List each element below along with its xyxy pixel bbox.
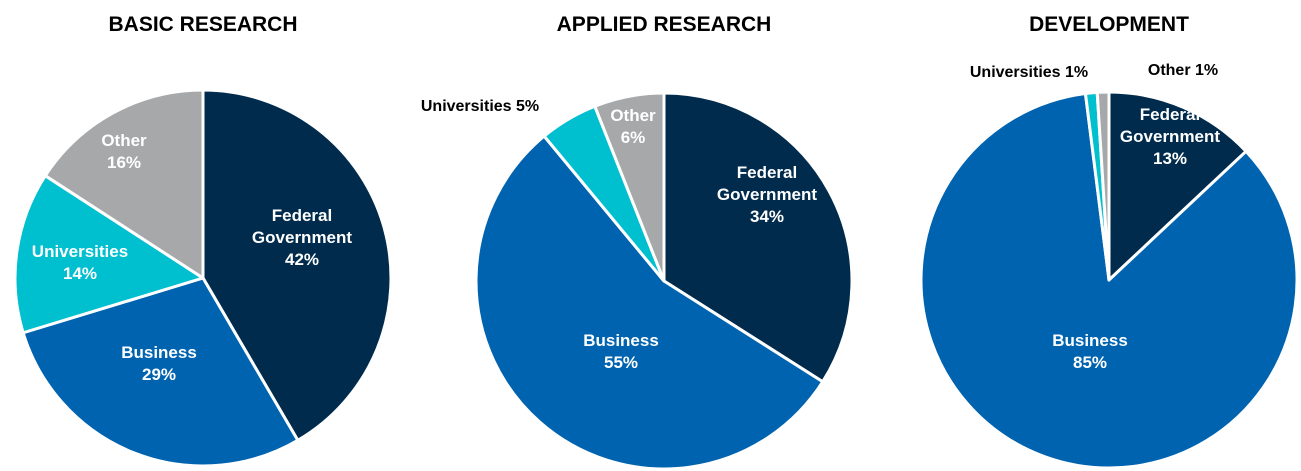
pie-slice-other <box>593 91 666 283</box>
pie-chart-basic-research: BASIC RESEARCH Federal Government 42% Busine… <box>13 13 393 468</box>
slice-label-other: Other 16% <box>101 131 147 172</box>
pie-slice-other-1 <box>1095 90 1111 282</box>
slice-label-business: Business 85% <box>1052 331 1128 372</box>
slice-label-business: Business 55% <box>583 331 659 372</box>
pie-slice-business <box>21 276 300 468</box>
pie-slice-federal <box>1107 90 1248 282</box>
slice-label-universities-1: Universities 1% <box>970 64 1088 81</box>
pie-chart-development: DEVELOPMENT Federal Government 13% Business 8… <box>919 13 1299 470</box>
pie-chart-applied-research: APPLIED RESEARCH Federal Government 34% Busi… <box>421 13 854 471</box>
chart-title: DEVELOPMENT <box>1029 13 1189 36</box>
pie-slice-business <box>474 134 825 471</box>
pie-slice-federal <box>201 88 393 442</box>
slice-label-other: Other 6% <box>610 106 656 147</box>
slice-label-universities: Universities 14% <box>32 242 128 283</box>
pie-slice-universities <box>13 174 205 335</box>
pie-slice-other <box>43 88 205 280</box>
slice-label-federal: Federal Government 42% <box>252 206 352 269</box>
slice-label-federal: Federal Government 34% <box>717 163 817 226</box>
slice-label-universities-5: Universities 5% <box>421 98 539 115</box>
chart-title: APPLIED RESEARCH <box>557 13 772 36</box>
slice-label-business: Business 29% <box>121 343 197 384</box>
slice-label-other-1: Other 1% <box>1148 62 1218 79</box>
slice-label-federal: Federal Government 13% <box>1120 105 1220 168</box>
chart-title: BASIC RESEARCH <box>108 13 297 36</box>
